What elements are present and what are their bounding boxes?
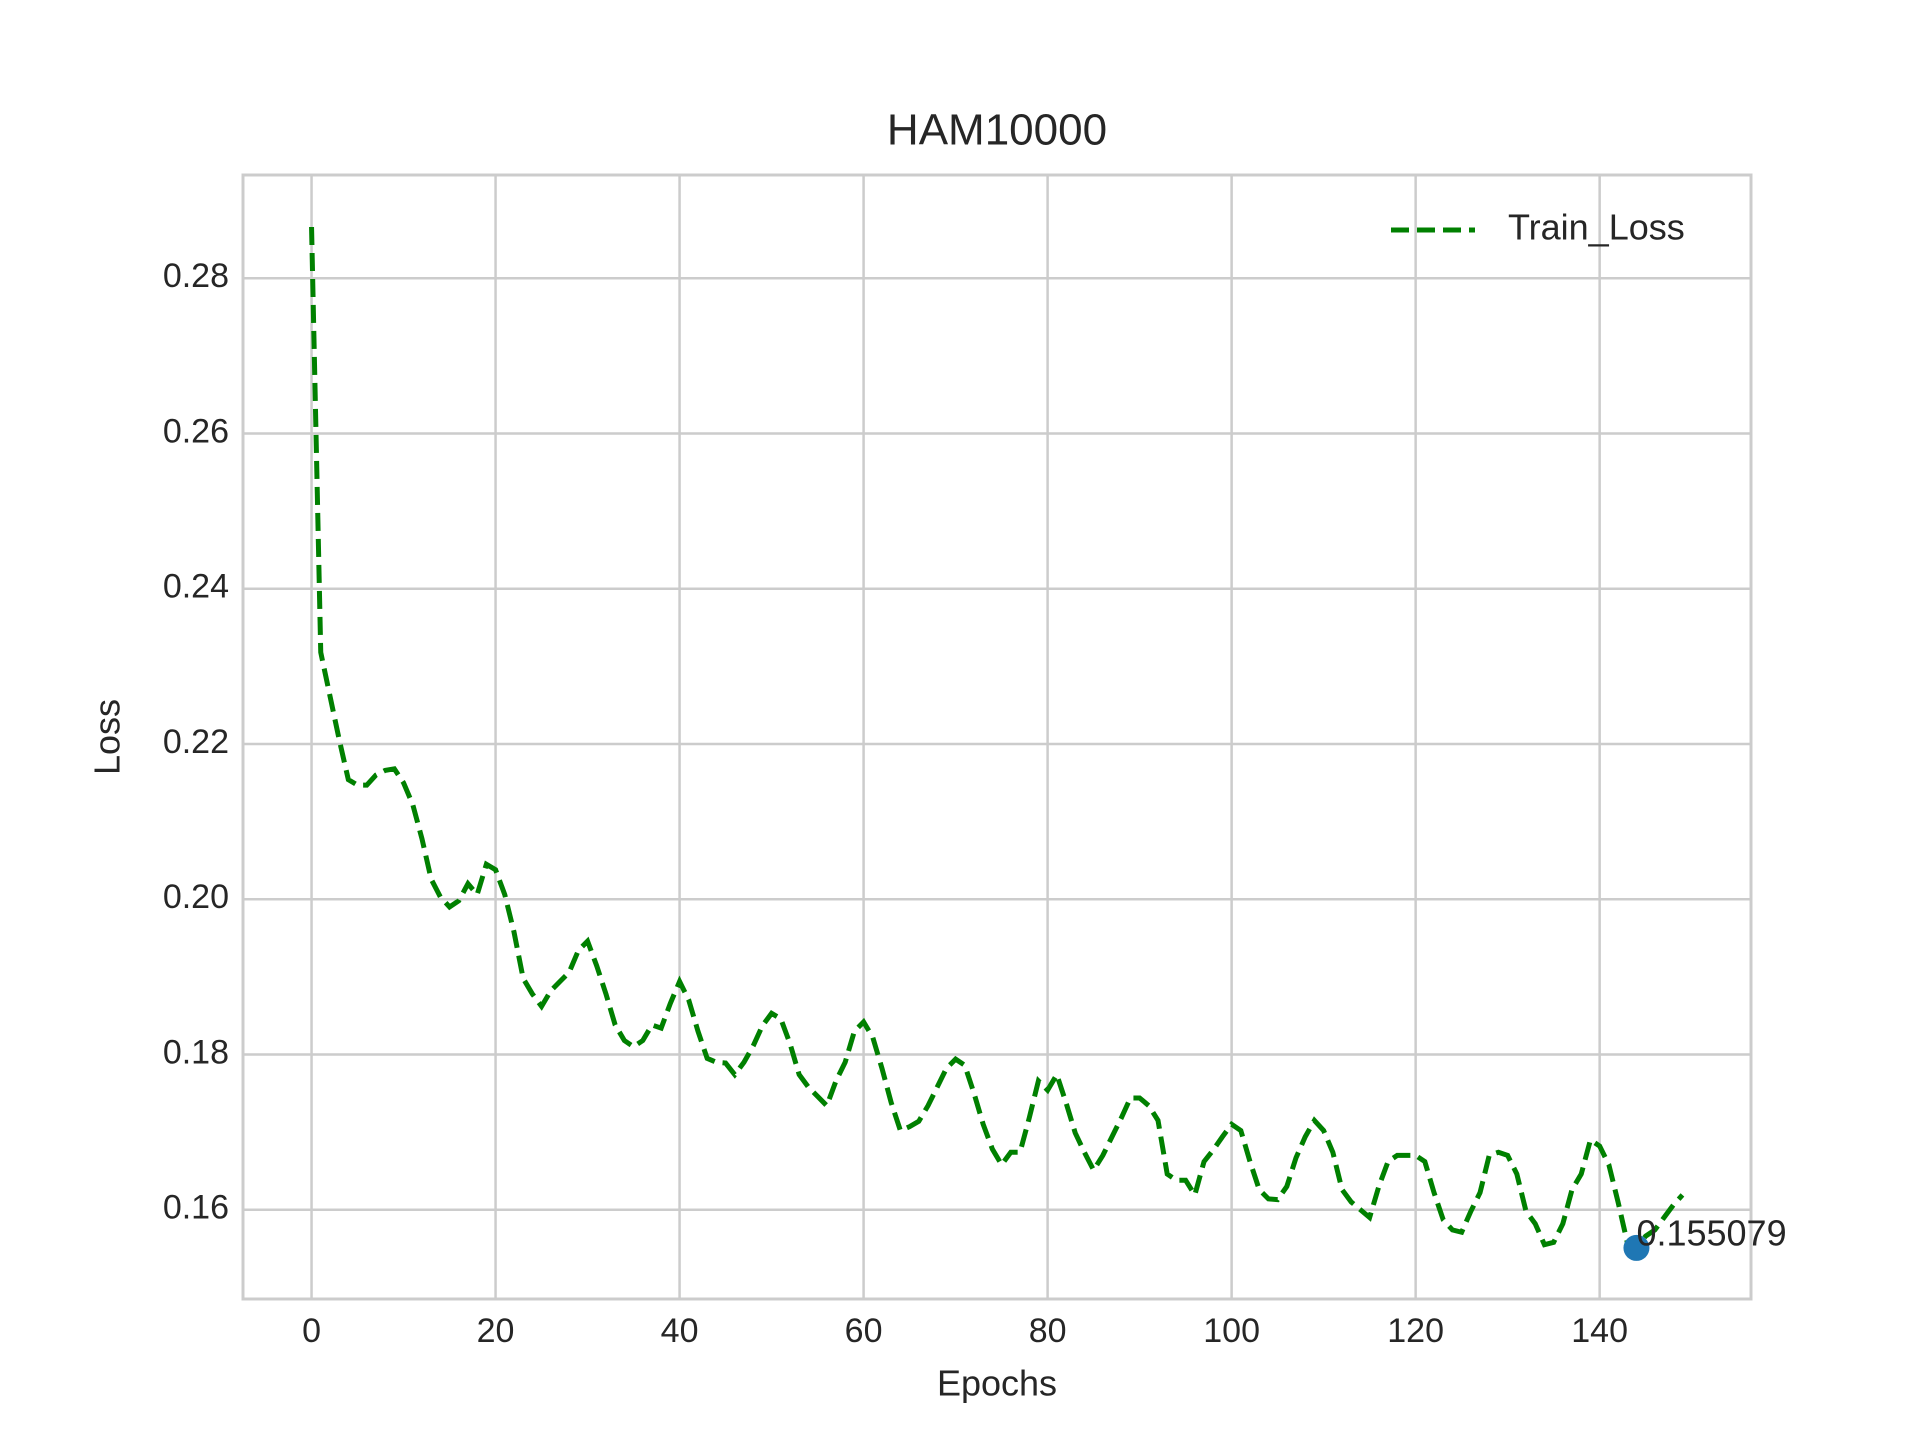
y-tick-label: 0.24 — [163, 568, 229, 606]
x-tick-label: 120 — [1387, 1312, 1444, 1350]
line-series — [309, 226, 1685, 1252]
x-tick-label: 0 — [302, 1312, 321, 1350]
x-tick-label: 140 — [1571, 1312, 1628, 1350]
x-tick-label: 100 — [1203, 1312, 1260, 1350]
x-tick-label: 20 — [477, 1312, 515, 1350]
x-tick-label: 60 — [845, 1312, 883, 1350]
y-axis-label: Loss — [87, 699, 128, 775]
x-tick-label: 80 — [1029, 1312, 1067, 1350]
legend-label: Train_Loss — [1508, 207, 1685, 248]
y-tick-label: 0.22 — [163, 723, 229, 761]
x-tick-label: 40 — [661, 1312, 699, 1350]
y-tick-label: 0.18 — [163, 1033, 229, 1071]
annotation-label: 0.155079 — [1636, 1212, 1786, 1253]
y-tick-label: 0.16 — [163, 1189, 229, 1227]
y-tick-label: 0.20 — [163, 878, 229, 916]
annotation-marker — [1623, 1234, 1650, 1261]
x-axis-label: Epochs — [937, 1363, 1057, 1404]
y-tick-label: 0.28 — [163, 257, 229, 295]
plot-frame — [241, 173, 1753, 1301]
chart-title: HAM10000 — [887, 106, 1107, 155]
y-tick-label: 0.26 — [163, 412, 229, 450]
